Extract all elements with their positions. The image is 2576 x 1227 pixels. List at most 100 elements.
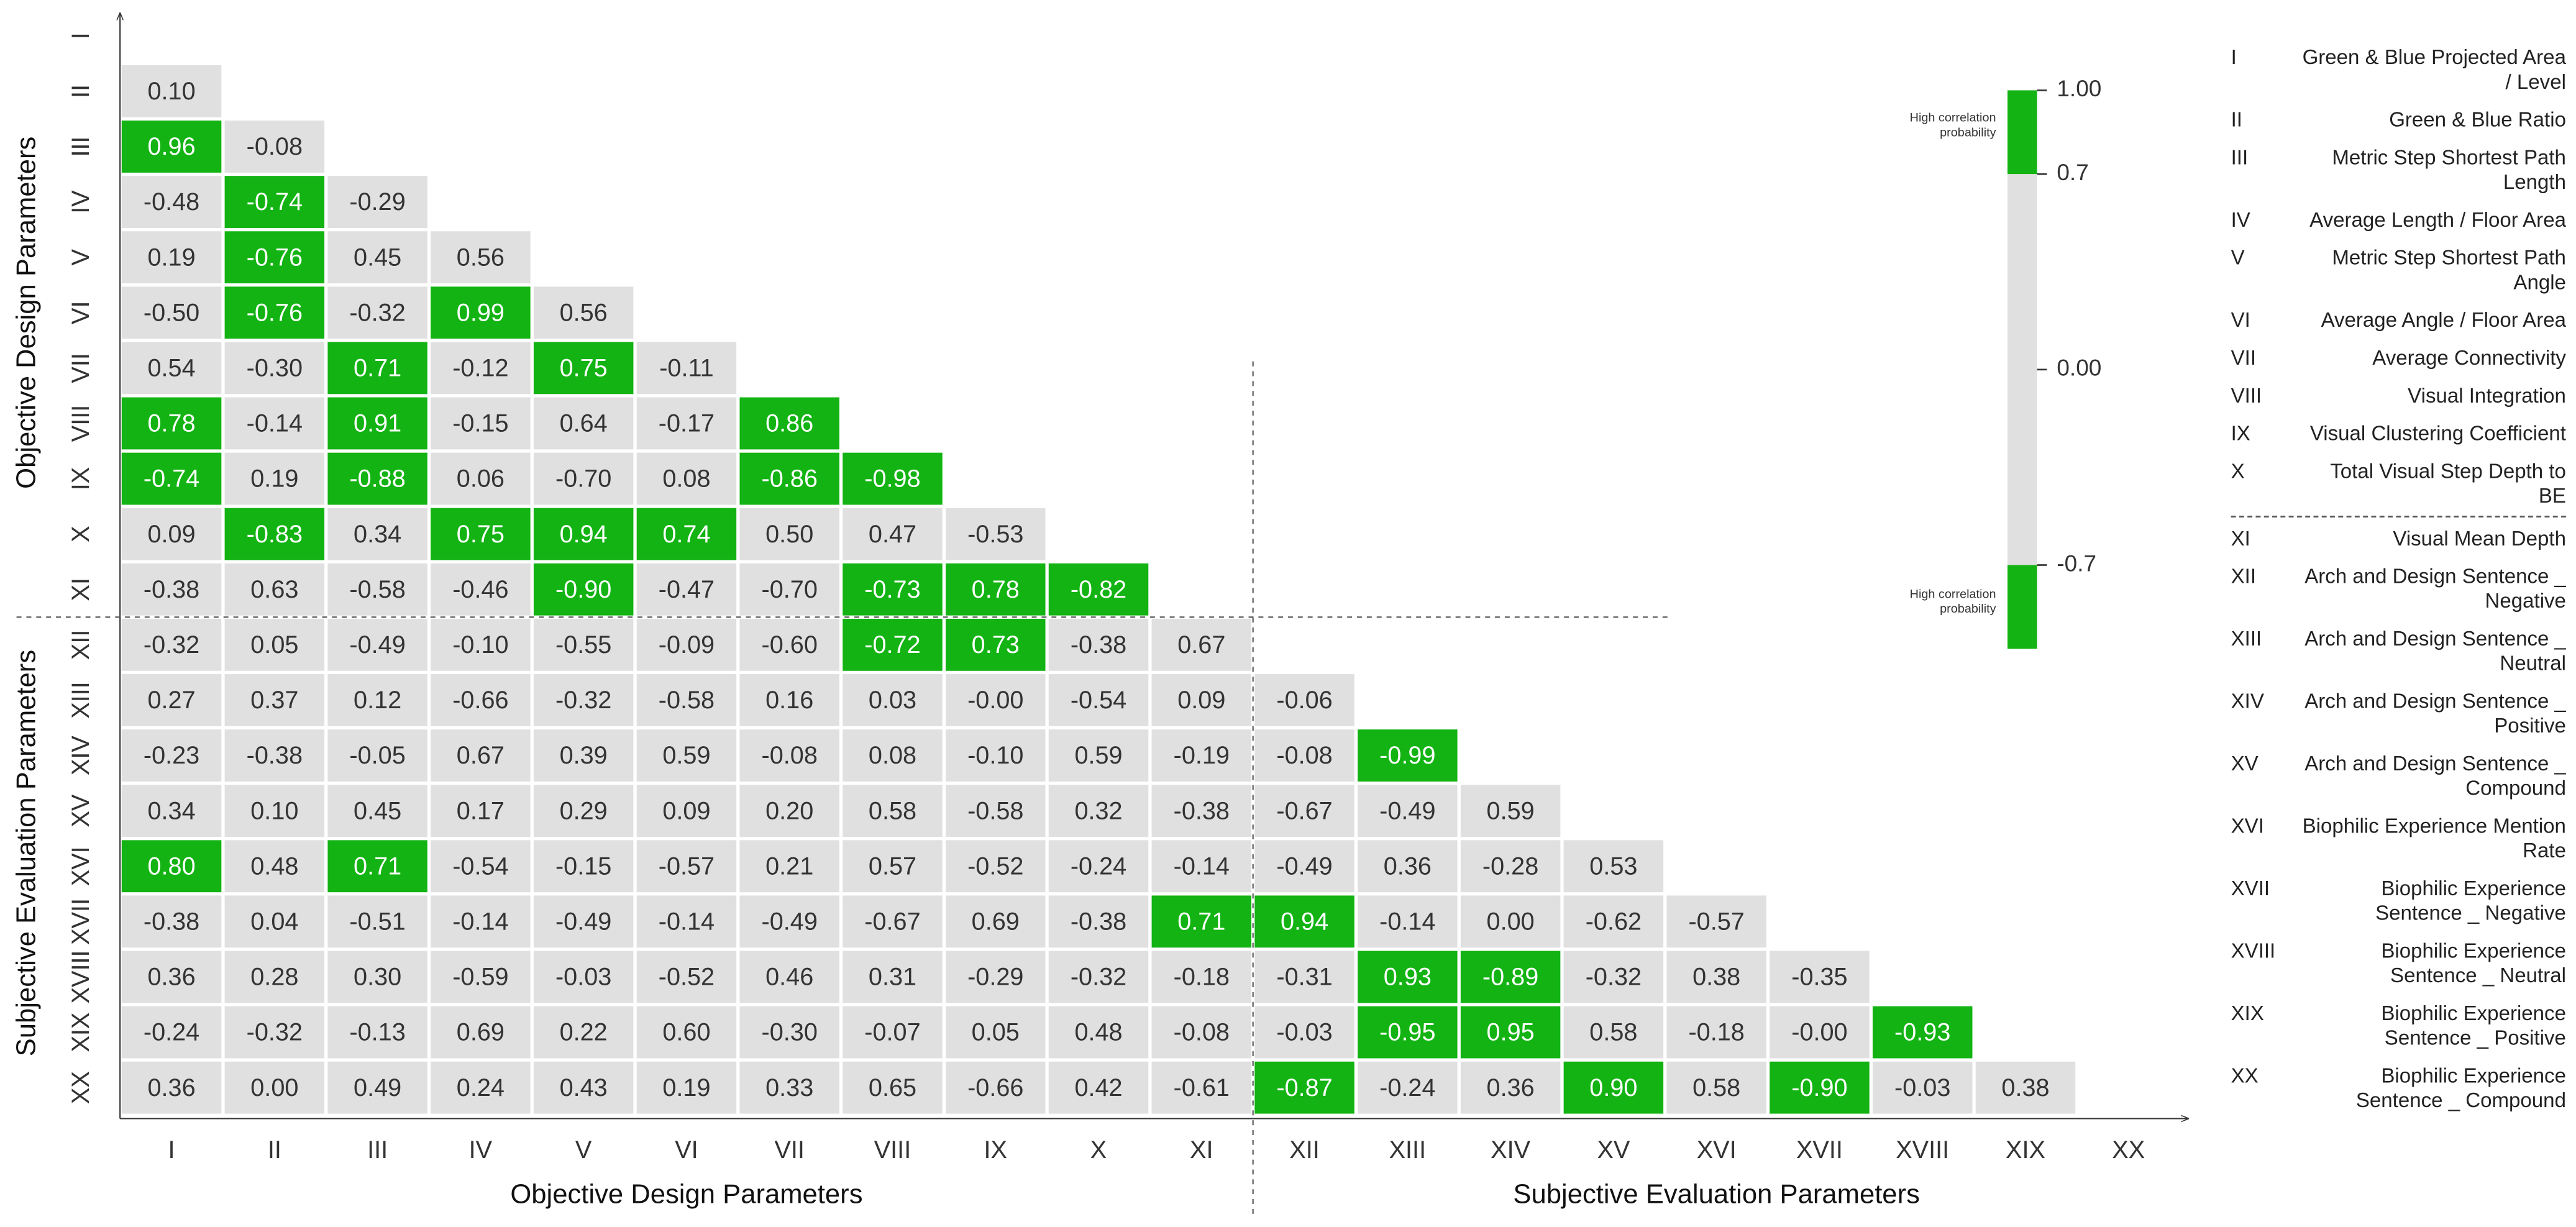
heatmap-cell (431, 1061, 531, 1114)
cell-value-label: 0.58 (1589, 1019, 1637, 1046)
heatmap-cell (1358, 729, 1458, 782)
cell-value-label: 0.48 (1074, 1019, 1122, 1046)
legend-description: Biophilic Experience Sentence _ Neutral (2381, 939, 2566, 987)
legend-entry: XV Arch and Design Sentence _ Compound (2231, 752, 2566, 801)
heatmap-cell (739, 1061, 839, 1114)
heatmap-cell (1254, 674, 1354, 726)
cell-value-label: -0.29 (967, 964, 1023, 991)
cell-value-label: 0.59 (1074, 742, 1122, 769)
cell-value-label: -0.87 (1276, 1074, 1332, 1102)
heatmap-cell (327, 895, 427, 948)
colorbar-segment (2007, 565, 2037, 649)
cell-value-label: -0.29 (349, 188, 405, 216)
cell-value-label: -0.38 (1071, 631, 1126, 659)
cell-value-label: 0.20 (765, 797, 813, 824)
heatmap-cell (121, 895, 222, 948)
legend-entry: XIII Arch and Design Sentence _ Neutral (2231, 627, 2566, 677)
cell-value-label: -0.38 (1174, 797, 1230, 824)
cell-value-label: 0.27 (147, 686, 195, 714)
heatmap-cell (1048, 563, 1149, 616)
y-tick-label: XII (67, 630, 94, 660)
heatmap-cell (946, 1006, 1046, 1059)
heatmap-cell (1563, 1061, 1664, 1114)
legend-entry: VII Average Connectivity (2231, 347, 2566, 372)
heatmap-cell (1151, 1006, 1252, 1059)
heatmap-cell (636, 951, 737, 1003)
heatmap-cell (224, 729, 325, 782)
cell-value-label: 0.36 (147, 1074, 195, 1102)
heatmap-cell (327, 618, 427, 671)
colorbar-tick-label: 1.00 (2057, 75, 2101, 101)
y-tick-label: IX (67, 467, 94, 490)
legend: I Green & Blue Projected Area / Level II Gr… (2231, 46, 2566, 1114)
heatmap-cell (1151, 618, 1252, 671)
legend-label: I (2231, 46, 2237, 70)
heatmap-cell (739, 674, 839, 726)
annotation-box: High correlation probability (1910, 110, 1996, 140)
legend-description: Green & Blue Projected Area / Level (2302, 46, 2566, 94)
heatmap-cell (431, 729, 531, 782)
cell-value-label: 0.63 (250, 576, 298, 603)
heatmap-cell (946, 951, 1046, 1003)
heatmap-cell (224, 1006, 325, 1059)
heatmap-cell (224, 840, 325, 893)
x-tick-label: XII (1289, 1136, 1319, 1164)
cell-value-label: -0.58 (967, 797, 1023, 824)
heatmap-cell (431, 508, 531, 560)
x-tick-label: XV (1597, 1136, 1630, 1164)
cell-value-label: 0.71 (1177, 908, 1225, 935)
cell-value-label: -0.52 (967, 852, 1023, 880)
cell-value-label: -0.18 (1688, 1019, 1744, 1046)
heatmap-cell (946, 840, 1046, 893)
heatmap-cell (946, 1061, 1046, 1114)
heatmap-cell (327, 508, 427, 560)
heatmap-cell (1770, 951, 1870, 1003)
heatmap-cell (1048, 729, 1149, 782)
legend-description: Metric Step Shortest Path Angle (2332, 246, 2566, 294)
cell-value-label: -0.72 (864, 631, 920, 659)
cell-value-label: 0.60 (662, 1019, 710, 1046)
cell-value-label: -0.13 (349, 1019, 405, 1046)
heatmap-cell (224, 452, 325, 505)
cell-value-label: -0.73 (864, 576, 920, 603)
cell-value-label: 0.04 (250, 908, 298, 935)
heatmap-cell (1254, 951, 1354, 1003)
heatmap-cell (533, 397, 634, 450)
cell-value-label: -0.47 (659, 576, 715, 603)
cell-value-label: 0.53 (1589, 852, 1637, 880)
heatmap-cell (224, 895, 325, 948)
y-tick-label: II (67, 84, 94, 98)
heatmap-cell (1563, 1006, 1664, 1059)
heatmap-cell (121, 951, 222, 1003)
cell-value-label: 0.08 (662, 465, 710, 493)
cell-value-label: 0.78 (147, 410, 195, 437)
cell-value-label: 0.36 (147, 964, 195, 991)
legend-description: Visual Mean Depth (2393, 527, 2566, 550)
heatmap-cell (1254, 895, 1354, 948)
heatmap-cell (121, 65, 222, 117)
cell-value-label: -0.59 (452, 964, 508, 991)
heatmap-cell (533, 1006, 634, 1059)
heatmap-cell (1975, 1061, 2076, 1114)
legend-label: XVII (2231, 877, 2270, 900)
cell-value-label: -0.09 (659, 631, 715, 659)
cell-value-label: -0.82 (1071, 576, 1126, 603)
cell-value-label: 0.56 (457, 244, 505, 271)
legend-label: IV (2231, 208, 2250, 232)
cell-value-label: -0.24 (144, 1019, 199, 1046)
heatmap-cell (431, 342, 531, 395)
heatmap-cell (327, 840, 427, 893)
heatmap-cell (327, 286, 427, 339)
cell-value-label: 0.69 (457, 1019, 505, 1046)
cell-value-label: -0.24 (1071, 852, 1126, 880)
heatmap-cell (121, 840, 222, 893)
heatmap-cell (1048, 951, 1149, 1003)
heatmap-cell (946, 508, 1046, 560)
cell-value-label: -0.15 (555, 852, 611, 880)
legend-label: IX (2231, 422, 2250, 445)
heatmap-cell (946, 674, 1046, 726)
heatmap-cell (636, 1061, 737, 1114)
cell-value-label: -0.32 (144, 631, 199, 659)
cell-value-label: -0.52 (659, 964, 715, 991)
